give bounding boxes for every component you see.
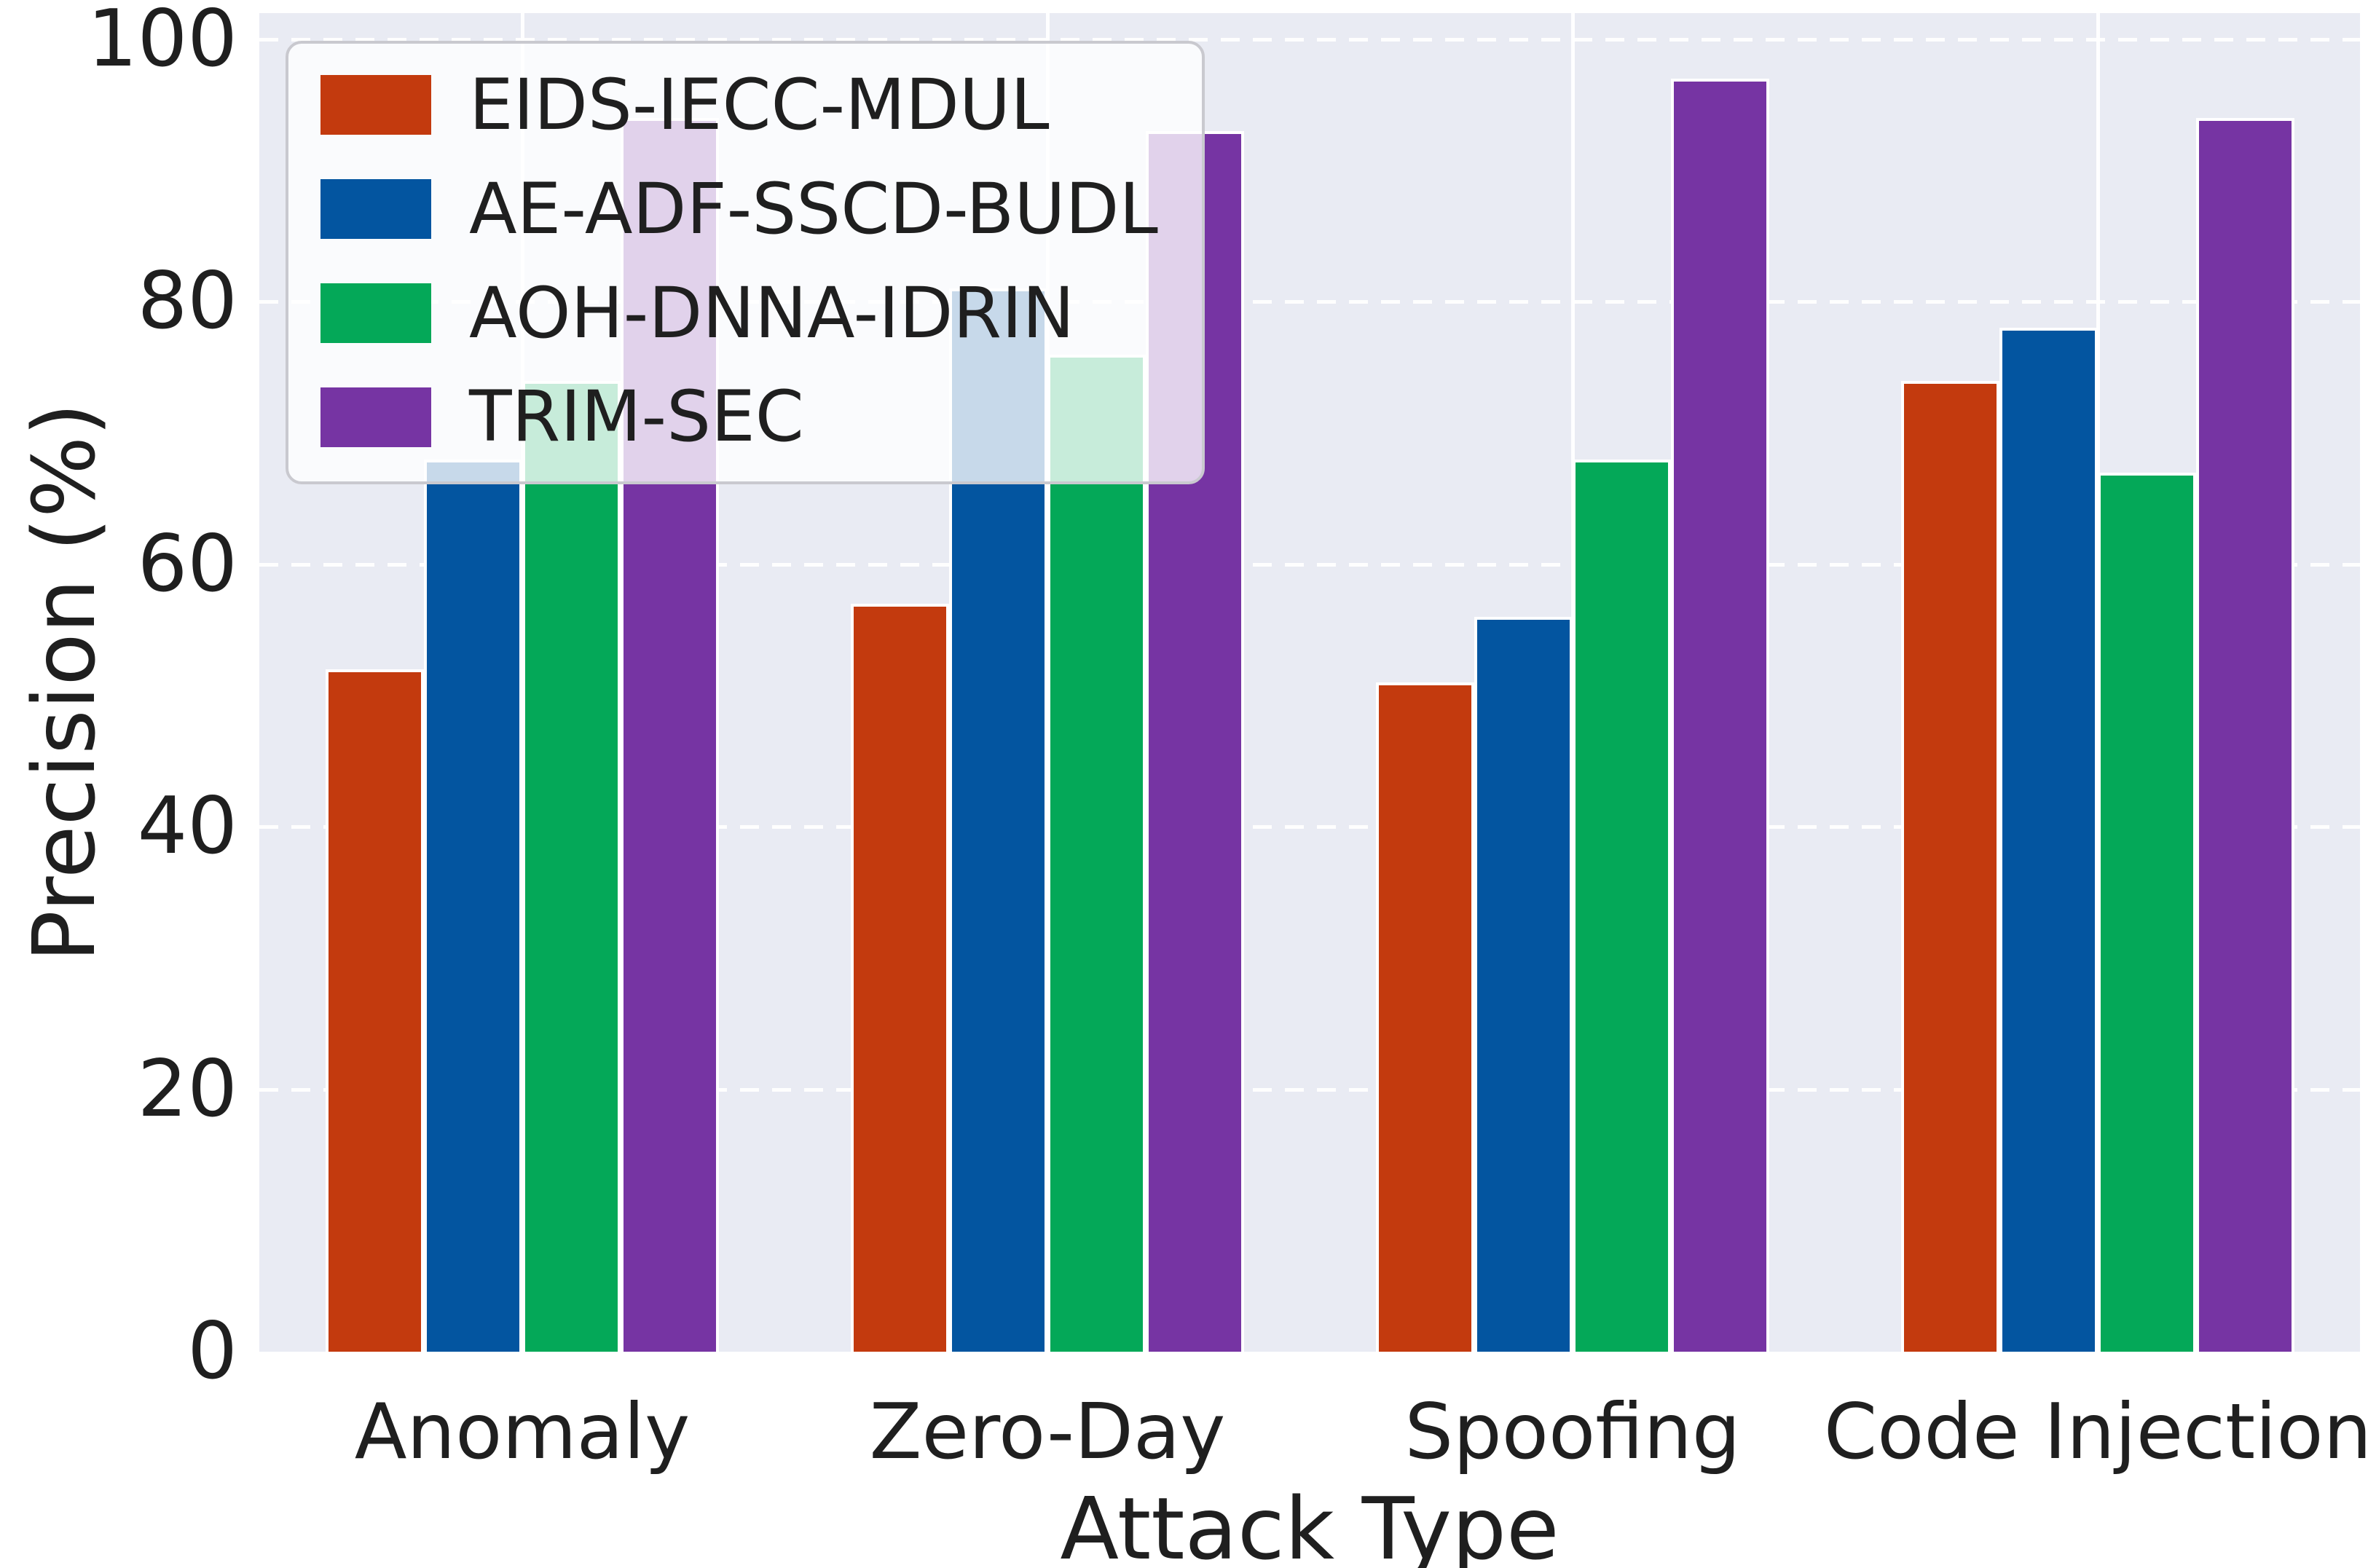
y-tick-label: 20 bbox=[137, 1044, 237, 1135]
legend-label: AOH-DNNA-IDRIN bbox=[469, 272, 1075, 354]
y-tick-label: 0 bbox=[187, 1306, 237, 1397]
horizontal-gridline bbox=[259, 563, 2360, 567]
y-tick-label: 60 bbox=[137, 519, 237, 610]
bar-trim-sec-spoofing bbox=[1671, 79, 1769, 1352]
legend: EIDS-IECC-MDUL AE-ADF-SSCD-BUDL AOH-DNNA-I… bbox=[286, 41, 1205, 485]
horizontal-gridline bbox=[259, 825, 2360, 829]
y-tick-label: 40 bbox=[137, 781, 237, 872]
bar-ae-adf-sscd-budl-code-injection bbox=[1999, 328, 2098, 1352]
bar-eids-iecc-mdul-spoofing bbox=[1376, 682, 1474, 1352]
legend-item: AE-ADF-SSCD-BUDL bbox=[320, 168, 1158, 250]
bar-aoh-dnna-idrin-spoofing bbox=[1573, 460, 1671, 1352]
legend-label: TRIM-SEC bbox=[469, 376, 804, 458]
x-tick-label: Zero-Day bbox=[869, 1387, 1226, 1476]
legend-item: TRIM-SEC bbox=[320, 380, 1158, 454]
legend-item: EIDS-IECC-MDUL bbox=[320, 68, 1158, 142]
legend-swatch-icon bbox=[320, 179, 431, 240]
legend-swatch-icon bbox=[320, 387, 431, 447]
bar-trim-sec-zero-day bbox=[1146, 131, 1244, 1352]
bar-eids-iecc-mdul-code-injection bbox=[1901, 381, 1999, 1352]
bar-aoh-dnna-idrin-zero-day bbox=[1047, 355, 1146, 1352]
legend-label: AE-ADF-SSCD-BUDL bbox=[469, 168, 1158, 250]
plot-area bbox=[259, 13, 2360, 1352]
bar-ae-adf-sscd-budl-anomaly bbox=[424, 460, 522, 1352]
x-axis-label: Attack Type bbox=[1060, 1478, 1559, 1568]
bar-eids-iecc-mdul-zero-day bbox=[851, 604, 949, 1352]
horizontal-gridline bbox=[259, 1088, 2360, 1092]
y-tick-label: 100 bbox=[87, 0, 237, 84]
bar-aoh-dnna-idrin-anomaly bbox=[522, 381, 621, 1352]
legend-label: EIDS-IECC-MDUL bbox=[469, 64, 1050, 146]
bar-aoh-dnna-idrin-code-injection bbox=[2098, 473, 2196, 1352]
bar-ae-adf-sscd-budl-spoofing bbox=[1474, 617, 1573, 1352]
y-axis-label: Precision (%) bbox=[14, 402, 114, 963]
x-tick-label: Spoofing bbox=[1404, 1387, 1741, 1476]
bar-trim-sec-code-injection bbox=[2196, 118, 2294, 1352]
legend-item: AOH-DNNA-IDRIN bbox=[320, 272, 1158, 354]
x-tick-label: Code Injection bbox=[1823, 1387, 2368, 1476]
horizontal-gridline bbox=[259, 38, 2360, 42]
bar-eids-iecc-mdul-anomaly bbox=[326, 669, 424, 1352]
legend-swatch-icon bbox=[320, 283, 431, 343]
legend-swatch-icon bbox=[320, 75, 431, 135]
y-tick-label: 80 bbox=[137, 256, 237, 347]
horizontal-gridline bbox=[259, 300, 2360, 304]
x-tick-label: Anomaly bbox=[354, 1387, 691, 1476]
